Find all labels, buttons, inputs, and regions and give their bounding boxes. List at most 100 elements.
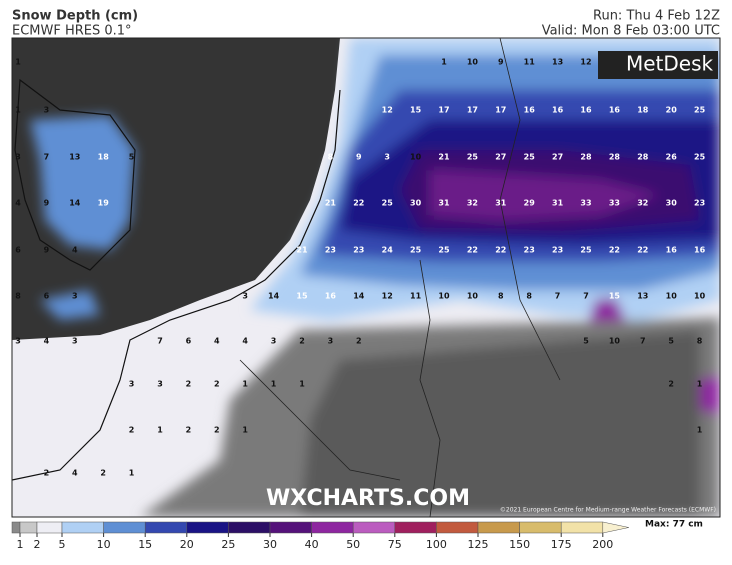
grid-value: 23 — [694, 199, 705, 208]
grid-value: 3 — [328, 337, 334, 346]
grid-value: 21 — [325, 199, 337, 208]
grid-value: 11 — [410, 292, 422, 301]
grid-value: 30 — [666, 199, 678, 208]
legend-label: 10 — [97, 538, 111, 551]
legend-label: 15 — [138, 538, 152, 551]
grid-value: 12 — [382, 292, 393, 301]
legend-label: 50 — [346, 538, 360, 551]
grid-value: 17 — [495, 106, 506, 115]
legend-swatch — [352, 521, 396, 534]
grid-value: 25 — [524, 153, 536, 162]
grid-value: 10 — [438, 292, 450, 301]
grid-value: 2 — [186, 426, 192, 435]
grid-value: 31 — [495, 199, 507, 208]
grid-value: 5 — [583, 337, 589, 346]
grid-value: 28 — [580, 153, 592, 162]
grid-value: 23 — [524, 246, 535, 255]
grid-value: 2 — [668, 380, 674, 389]
grid-value: 3 — [129, 380, 135, 389]
grid-value: 3 — [72, 337, 78, 346]
grid-value: 28 — [609, 153, 621, 162]
grid-value: 20 — [666, 106, 678, 115]
grid-value: 4 — [214, 337, 220, 346]
grid-value: 2 — [299, 337, 305, 346]
grid-value: 1 — [129, 469, 135, 478]
logo-box — [598, 51, 718, 79]
grid-value: 1 — [697, 380, 703, 389]
legend-label: 125 — [468, 538, 489, 551]
grid-value: 14 — [268, 292, 280, 301]
snow-field — [30, 38, 720, 517]
grid-value: 4 — [44, 337, 50, 346]
grid-value: 33 — [609, 199, 620, 208]
grid-value: 22 — [495, 246, 506, 255]
grid-value: 8 — [328, 153, 334, 162]
grid-value: 3 — [72, 292, 78, 301]
grid-value: 9 — [44, 199, 50, 208]
grid-value: 5 — [129, 153, 135, 162]
grid-value: 17 — [438, 106, 449, 115]
grid-value: 33 — [580, 199, 591, 208]
grid-value: 32 — [467, 199, 478, 208]
grid-value: 6 — [186, 337, 192, 346]
grid-value: 3 — [384, 153, 390, 162]
grid-value: 4 — [242, 337, 248, 346]
grid-value: 2 — [356, 337, 362, 346]
grid-value: 9 — [498, 58, 504, 67]
grid-value: 26 — [666, 153, 678, 162]
grid-value: 7 — [640, 337, 646, 346]
grid-value: 1 — [697, 426, 703, 435]
grid-value: 7 — [555, 292, 561, 301]
grid-value: 25 — [382, 199, 394, 208]
grid-value: 16 — [694, 246, 706, 255]
grid-value: 14 — [353, 292, 365, 301]
grid-value: 8 — [526, 292, 532, 301]
grid-value: 4 — [15, 199, 21, 208]
grid-value: 10 — [467, 58, 479, 67]
grid-value: 32 — [637, 199, 648, 208]
grid-value: 31 — [438, 199, 450, 208]
grid-value: 16 — [524, 106, 536, 115]
coast-uk — [14, 78, 136, 271]
grid-value: 10 — [666, 292, 678, 301]
value-grid: 1 1 10 9 11 13 121 3 12 15 17 17 17 16 16 16 16 18 20 253 7 1… — [15, 58, 705, 478]
legend-swatch — [103, 521, 146, 534]
grid-value: 1 — [15, 106, 21, 115]
legend-label: 150 — [509, 538, 530, 551]
grid-value: 25 — [467, 153, 479, 162]
legend-label: 25 — [221, 538, 235, 551]
legend-label: 2 — [34, 538, 41, 551]
grid-value: 4 — [72, 469, 78, 478]
grid-value: 2 — [214, 426, 220, 435]
grid-value: 15 — [410, 106, 422, 115]
grid-value: 1 — [271, 380, 277, 389]
grid-value: 16 — [552, 106, 564, 115]
grid-value: 25 — [438, 246, 450, 255]
grid-value: 10 — [694, 292, 706, 301]
grid-value: 22 — [467, 246, 478, 255]
legend-swatch — [394, 521, 437, 534]
legend-swatch — [186, 521, 229, 534]
grid-value: 9 — [356, 153, 362, 162]
grid-value: 3 — [44, 106, 50, 115]
grid-value: 3 — [15, 153, 21, 162]
legend-swatch — [11, 521, 21, 534]
grid-value: 25 — [580, 246, 592, 255]
grid-value: 23 — [353, 246, 364, 255]
grid-value: 22 — [353, 199, 364, 208]
legend-label: 100 — [426, 538, 447, 551]
grid-value: 6 — [44, 292, 50, 301]
grid-value: 9 — [44, 246, 50, 255]
model: ECMWF HRES 0.1° — [12, 24, 132, 39]
grid-value: 7 — [583, 292, 589, 301]
legend-label: 200 — [592, 538, 613, 551]
grid-value: 22 — [637, 246, 648, 255]
legend-swatch — [477, 521, 520, 534]
legend-swatch — [311, 521, 354, 534]
grid-value: 19 — [98, 199, 110, 208]
valid: Valid: Mon 8 Feb 03:00 UTC — [542, 24, 720, 39]
title: Snow Depth (cm) — [12, 9, 138, 24]
grid-value: 7 — [44, 153, 50, 162]
grid-value: 31 — [552, 199, 564, 208]
